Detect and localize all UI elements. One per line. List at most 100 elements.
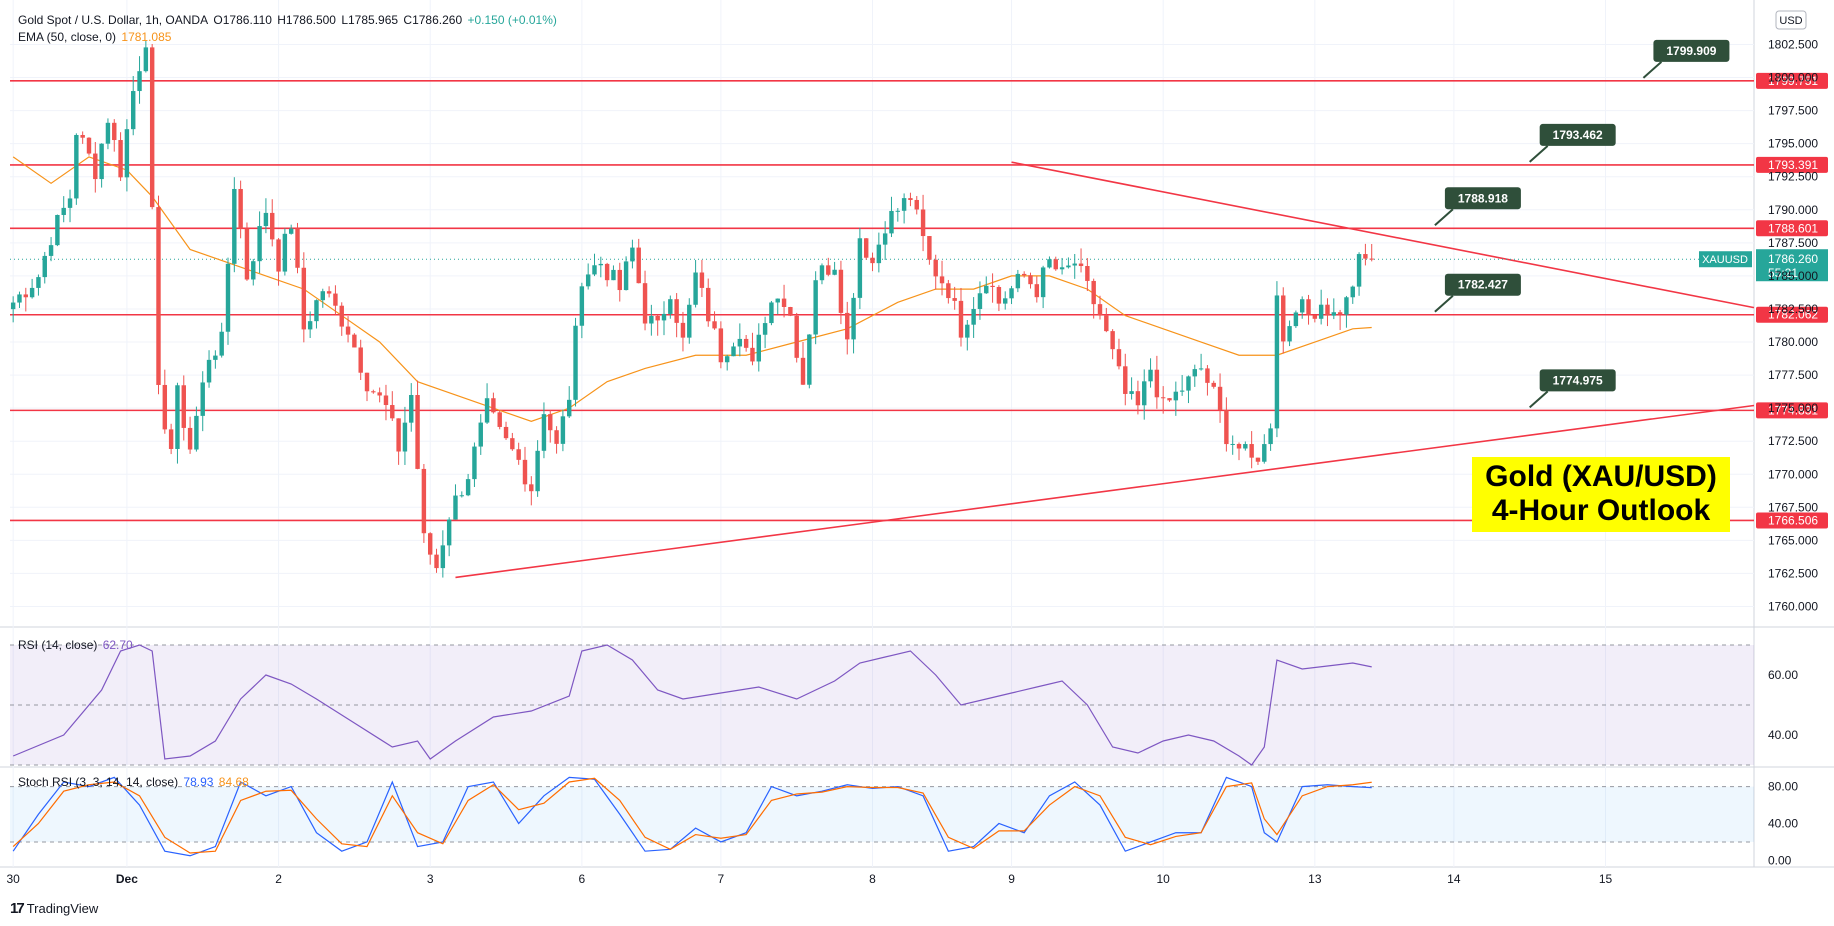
rsi-value: 62.70	[102, 638, 133, 652]
candle	[339, 302, 344, 336]
candles	[10, 40, 1374, 578]
time-tick-label: 30	[6, 872, 20, 886]
level-tag-label: 1782.062	[1768, 308, 1818, 322]
candle	[1337, 309, 1343, 331]
candle	[946, 279, 951, 304]
candle-body	[1179, 390, 1185, 392]
callout-label: 1788.918	[1458, 191, 1508, 205]
level-tag	[1756, 306, 1828, 323]
candle	[137, 56, 142, 104]
candle	[510, 432, 515, 451]
candle-body	[238, 188, 243, 229]
candle-body	[225, 263, 231, 332]
candle-body	[29, 287, 35, 298]
candle-body	[86, 137, 92, 154]
stoch-band	[10, 786, 1754, 842]
candle-body	[1312, 315, 1318, 319]
candle	[630, 239, 635, 269]
candle	[371, 389, 376, 394]
candle-body	[1249, 444, 1254, 458]
candle	[674, 293, 679, 338]
candle	[1350, 285, 1355, 304]
candle	[434, 548, 439, 573]
candle	[756, 323, 761, 372]
candle	[1160, 386, 1166, 414]
candle	[156, 195, 161, 395]
candle	[213, 350, 218, 369]
candle-body	[882, 233, 888, 245]
candle-body	[383, 395, 389, 406]
candle-body	[958, 300, 964, 338]
candle	[1363, 243, 1368, 266]
candle-body	[263, 212, 269, 227]
candle-body	[200, 382, 205, 416]
candle-body	[80, 134, 85, 138]
candle	[977, 281, 983, 320]
candle-body	[636, 247, 641, 284]
time-tick-label: 9	[1008, 872, 1015, 886]
candle-body	[1262, 444, 1267, 462]
candle-body	[901, 198, 907, 211]
price-tick-label: 1797.500	[1768, 104, 1818, 118]
candle	[876, 232, 882, 273]
candle	[238, 180, 243, 239]
candle-body	[1135, 391, 1141, 406]
candle-body	[554, 430, 559, 444]
candle	[36, 274, 41, 296]
candle	[503, 421, 509, 440]
candle	[1306, 294, 1311, 325]
candle	[10, 296, 16, 323]
stoch-k-line	[12, 776, 1372, 857]
level-tag-label: 1766.506	[1768, 513, 1818, 527]
candle	[440, 530, 446, 578]
price-tick-label: 1775.000	[1768, 401, 1818, 415]
candle-body	[579, 286, 585, 326]
time-tick-label: 2	[275, 872, 282, 886]
candle-body	[535, 450, 540, 492]
candle-body	[794, 315, 799, 358]
price-tag-countdown: 55:21	[1768, 266, 1798, 280]
callout-label: 1774.975	[1553, 373, 1603, 387]
candle-body	[1281, 295, 1286, 342]
callout-box	[1539, 123, 1616, 146]
candle	[427, 532, 433, 565]
candle	[124, 119, 130, 192]
candle-body	[1356, 254, 1362, 287]
tradingview-logo[interactable]: 17 TradingView	[10, 900, 98, 917]
candle	[800, 342, 806, 385]
tradingview-logo-icon: 17	[10, 900, 25, 917]
candle	[971, 297, 976, 338]
price-tick-label: 1785.000	[1768, 269, 1818, 283]
time-tick-label: 6	[579, 872, 586, 886]
candle-body	[876, 244, 882, 264]
candle	[149, 44, 155, 210]
candle-body	[775, 298, 780, 303]
candle	[446, 517, 452, 557]
candle-body	[1299, 299, 1305, 313]
candle	[845, 301, 850, 355]
callout-pointer	[1642, 61, 1663, 79]
candle-body	[1123, 366, 1128, 394]
price-tick-label: 1770.000	[1768, 467, 1818, 481]
candle	[826, 257, 831, 277]
candle-body	[756, 334, 761, 362]
candle	[93, 141, 98, 193]
candle-body	[800, 357, 806, 385]
candle	[1179, 374, 1185, 396]
time-axis: 30 Dec 2 3 6 7 8 9 10 13 14 15	[6, 872, 1612, 886]
candle-body	[1129, 391, 1134, 394]
candle-body	[952, 298, 957, 301]
candle	[1066, 257, 1071, 269]
ohlc-open: O1786.110	[213, 13, 272, 27]
candle-body	[434, 554, 439, 569]
candle	[933, 254, 938, 290]
candle	[958, 287, 964, 347]
candle-body	[718, 328, 724, 363]
candle-body	[42, 255, 47, 278]
candle	[901, 193, 907, 224]
candle	[1299, 296, 1305, 319]
candle	[560, 409, 566, 452]
candle	[585, 263, 591, 290]
candle	[1104, 307, 1109, 333]
